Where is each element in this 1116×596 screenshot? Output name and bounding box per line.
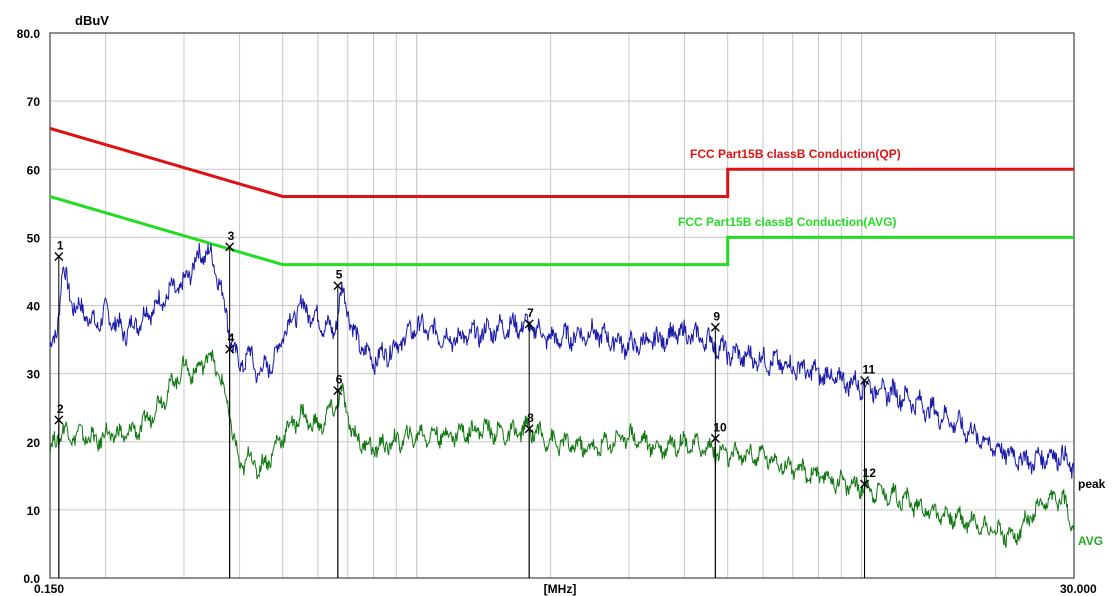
peak-trace-label: peak — [1078, 477, 1106, 491]
marker-cross — [225, 344, 235, 354]
qp-limit-line — [49, 126, 1074, 198]
marker-label: 9 — [713, 309, 720, 323]
y-tick-labels: 0.0 10 20 30 40 50 60 70 80.0 — [17, 27, 41, 586]
x-tick-end: 30.000 — [1060, 582, 1097, 596]
y-tick-label: 30 — [27, 368, 41, 382]
qp-limit-label: FCC Part15B classB Conduction(QP) — [690, 147, 901, 161]
marker-cross — [524, 424, 534, 434]
avg-limit-label: FCC Part15B classB Conduction(AVG) — [678, 215, 896, 229]
marker-8: 8 — [524, 411, 534, 578]
marker-cross — [333, 386, 343, 396]
marker-2: 2 — [54, 402, 64, 578]
y-tick-label: 20 — [27, 436, 41, 450]
avg-limit-line — [49, 195, 1074, 267]
plot-frame — [49, 32, 1075, 579]
y-tick-label: 0.0 — [23, 572, 40, 586]
marker-label: 4 — [228, 331, 235, 345]
marker-label: 5 — [336, 268, 343, 282]
y-tick-label: 70 — [27, 95, 41, 109]
marker-label: 3 — [228, 229, 235, 243]
marker-label: 10 — [713, 420, 727, 434]
marker-cross — [524, 319, 534, 329]
avg-trace-label: AVG — [1078, 534, 1103, 548]
y-tick-label: 10 — [27, 504, 41, 518]
marker-cross — [710, 433, 720, 443]
y-tick-label: 40 — [27, 300, 41, 314]
marker-4: 4 — [225, 331, 235, 578]
y-tick-label: 60 — [27, 163, 41, 177]
marker-cross — [54, 251, 64, 261]
marker-label: 1 — [57, 238, 64, 252]
grid — [50, 32, 1074, 579]
marker-label: 12 — [863, 466, 877, 480]
marker-label: 2 — [57, 402, 64, 416]
marker-cross — [860, 479, 870, 489]
marker-cross — [225, 242, 235, 252]
y-tick-label: 50 — [27, 231, 41, 245]
peak-trace — [49, 242, 1075, 479]
limit-lines — [49, 126, 1074, 267]
marker-cross — [333, 281, 343, 291]
marker-cross — [710, 322, 720, 332]
marker-label: 7 — [527, 306, 534, 320]
marker-10: 10 — [710, 420, 727, 578]
x-tick-start: 0.150 — [34, 582, 64, 596]
marker-cross — [860, 375, 870, 385]
marker-label: 8 — [527, 411, 534, 425]
marker-6: 6 — [333, 373, 343, 578]
x-unit-label: [MHz] — [544, 582, 577, 596]
marker-cross — [54, 415, 64, 425]
avg-trace — [49, 349, 1075, 548]
marker-label: 11 — [863, 362, 876, 376]
trace-lines — [49, 242, 1075, 548]
y-tick-label: 80.0 — [17, 27, 41, 41]
marker-12: 12 — [860, 466, 877, 578]
marker-label: 6 — [336, 373, 343, 387]
y-unit-label: dBuV — [75, 13, 109, 28]
